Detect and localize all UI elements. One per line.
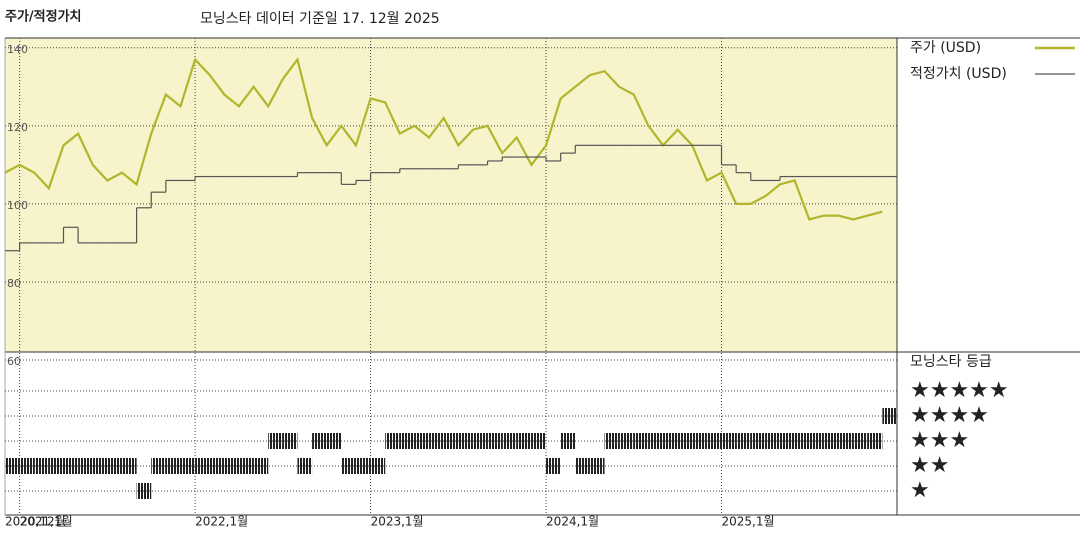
rating-bar: [297, 458, 313, 474]
x-tick-label: 2023,1월: [371, 515, 424, 529]
rating-bar: [853, 433, 868, 449]
y-tick-label: 60: [7, 355, 21, 368]
rating-bar: [5, 458, 20, 474]
rating-bar: [238, 458, 254, 474]
rating-bar: [736, 433, 751, 449]
rating-bar: [107, 458, 122, 474]
rating-level: ★: [910, 478, 930, 503]
rating-bar: [19, 458, 35, 474]
y-tick-label: 100: [7, 199, 28, 212]
y-tick-label: 120: [7, 121, 28, 134]
plot-background: [5, 38, 897, 352]
rating-bar: [121, 458, 137, 474]
rating-bar: [516, 433, 532, 449]
rating-bar: [370, 458, 386, 474]
rating-level: ★★★: [910, 428, 969, 453]
rating-bar: [882, 408, 897, 424]
rating-bar: [209, 458, 225, 474]
y-tick-label: 140: [7, 43, 28, 56]
rating-bar: [838, 433, 854, 449]
rating-bar: [633, 433, 649, 449]
rating-bar: [575, 458, 590, 474]
rating-bar: [780, 433, 795, 449]
legend-label: 주가 (USD): [910, 40, 981, 56]
rating-bar: [136, 483, 152, 499]
rating-bar: [867, 433, 883, 449]
rating-bar: [341, 458, 356, 474]
rating-bar: [326, 433, 342, 449]
rating-bar: [151, 458, 166, 474]
rating-bar: [282, 433, 298, 449]
rating-bar: [531, 433, 547, 449]
rating-bar: [48, 458, 64, 474]
rating-bar: [502, 433, 517, 449]
rating-bar: [487, 433, 503, 449]
rating-bar: [648, 433, 664, 449]
rating-bar: [399, 433, 415, 449]
rating-bar: [604, 433, 620, 449]
rating-bar: [809, 433, 824, 449]
price-line: [4, 56, 883, 221]
rating-bar: [385, 433, 400, 449]
rating-level: ★★★★: [910, 403, 989, 428]
rating-bar: [92, 458, 108, 474]
rating-bar: [34, 458, 49, 474]
rating-bar: [765, 433, 781, 449]
x-tick-label: 2025,1월: [722, 515, 775, 529]
rating-bar: [589, 458, 605, 474]
chart-subtitle: 모닝스타 데이터 기준일 17. 12월 2025: [200, 11, 440, 27]
x-tick-label: 2021,1월: [20, 515, 73, 529]
rating-bar: [458, 433, 473, 449]
rating-bar: [472, 433, 488, 449]
legend-label: 적정가치 (USD): [910, 66, 1007, 82]
rating-bar: [165, 458, 181, 474]
rating-bar: [663, 433, 678, 449]
rating-bar: [750, 433, 766, 449]
rating-bar: [253, 458, 269, 474]
rating-bar: [224, 458, 239, 474]
rating-bar: [619, 433, 634, 449]
rating-bar: [692, 433, 707, 449]
rating-bar: [63, 458, 79, 474]
rating-bar: [195, 458, 210, 474]
x-tick-label: 2020,12월: [5, 515, 66, 529]
rating-bar: [677, 433, 693, 449]
rating-bar: [268, 433, 283, 449]
rating-bar: [706, 433, 722, 449]
rating-bar: [355, 458, 371, 474]
rating-bar: [180, 458, 196, 474]
rating-level: ★★★★★: [910, 378, 1009, 403]
rating-level: ★★: [910, 453, 949, 478]
rating-bar: [721, 433, 737, 449]
rating-bar: [312, 433, 327, 449]
rating-bar: [823, 433, 839, 449]
x-tick-label: 2024,1월: [546, 515, 599, 529]
rating-bar: [560, 433, 576, 449]
chart-title: 주가/적정가치: [5, 9, 82, 25]
rating-title: 모닝스타 등급: [910, 354, 992, 370]
rating-bar: [443, 433, 459, 449]
x-tick-label: 2022,1월: [195, 515, 248, 529]
y-tick-label: 80: [7, 277, 21, 290]
rating-bar: [78, 458, 93, 474]
rating-bar: [546, 458, 561, 474]
rating-bar: [429, 433, 444, 449]
rating-bar: [414, 433, 430, 449]
rating-bar: [794, 433, 810, 449]
